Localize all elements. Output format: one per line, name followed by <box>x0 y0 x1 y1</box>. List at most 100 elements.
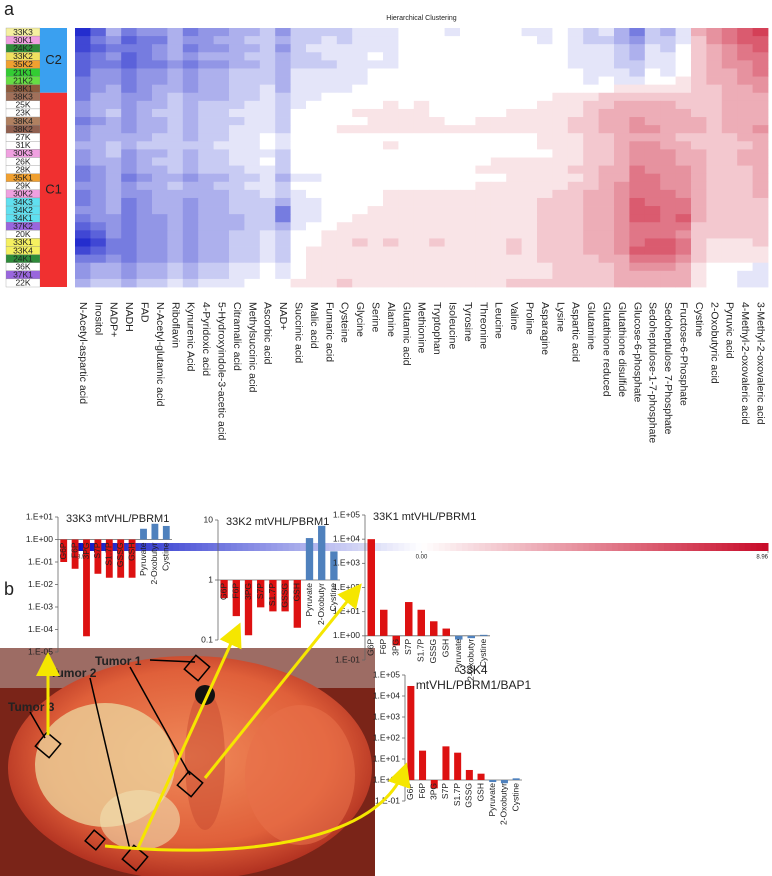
heatmap-cell <box>75 52 91 61</box>
heatmap-cell <box>275 214 291 223</box>
row-label: 38K1 <box>13 83 33 93</box>
heatmap-cell <box>721 270 738 280</box>
y-tick-label: 10 <box>204 514 214 524</box>
heatmap-cell <box>506 68 522 77</box>
heatmap-cell <box>275 68 291 77</box>
heatmap-cell <box>506 125 522 134</box>
heatmap-cell <box>244 222 261 231</box>
heatmap-cell <box>167 68 184 77</box>
heatmap-cell <box>614 214 630 223</box>
heatmap-cell <box>198 76 214 86</box>
heatmap-cell <box>306 52 322 61</box>
heatmap-cell <box>460 44 476 53</box>
bar <box>83 539 90 637</box>
x-tick-label: F6P <box>417 783 427 799</box>
heatmap-cell <box>182 165 199 175</box>
bar <box>151 523 159 540</box>
heatmap-cell <box>660 149 676 158</box>
heatmap-cell <box>367 197 384 207</box>
heatmap-cell <box>306 181 322 191</box>
heatmap-cell <box>413 149 430 158</box>
heatmap-cell <box>306 262 322 272</box>
x-tick-label: Pyruvate <box>304 583 314 617</box>
heatmap-cell <box>552 181 569 191</box>
heatmap-cell <box>182 117 199 126</box>
heatmap-cell <box>198 100 214 110</box>
heatmap-cell <box>567 270 584 280</box>
x-tick-label: Cystine <box>478 639 488 668</box>
heatmap-cell <box>90 117 107 126</box>
heatmap-cell <box>229 76 245 86</box>
heatmap-cell <box>90 52 107 61</box>
heatmap-cell <box>383 197 399 207</box>
heatmap-cell <box>90 36 107 45</box>
heatmap-cell <box>198 254 214 264</box>
heatmap-cell <box>352 92 368 102</box>
heatmap-cell <box>598 181 615 191</box>
heatmap-cell <box>121 157 137 166</box>
heatmap-cell <box>336 76 353 86</box>
cluster-label: C2 <box>45 52 62 67</box>
heatmap-cell <box>352 125 368 134</box>
colorbar-segment <box>577 543 584 551</box>
bar <box>140 528 147 540</box>
y-tick-label: 1.E+02 <box>373 732 400 742</box>
heatmap-cell <box>490 254 507 264</box>
heatmap-cell <box>321 36 338 45</box>
heatmap-cell <box>290 270 307 280</box>
heatmap-cell <box>490 270 507 280</box>
heatmap-cell <box>383 44 399 53</box>
heatmap-cell <box>290 157 307 166</box>
heatmap-cell <box>506 165 522 175</box>
y-tick-label: 1 <box>208 574 213 584</box>
heatmap-cell <box>675 173 692 183</box>
heatmap-cell <box>244 100 261 110</box>
heatmap-cell <box>121 68 137 77</box>
heatmap-cell <box>506 141 522 150</box>
heatmap-cell <box>737 157 753 166</box>
colorbar-segment <box>640 543 648 551</box>
heatmap-cell <box>229 28 245 37</box>
colorbar-segment <box>548 543 555 551</box>
heatmap-cell <box>614 189 630 199</box>
heatmap-cell <box>244 189 261 199</box>
heatmap-cell <box>583 214 599 223</box>
heatmap-cell <box>290 125 307 134</box>
heatmap-cell <box>737 117 753 126</box>
heatmap-cell <box>490 141 507 150</box>
heatmap-cell <box>321 92 338 102</box>
heatmap-cell <box>167 197 184 207</box>
heatmap-cell <box>136 28 153 37</box>
heatmap-cell <box>737 181 753 191</box>
colorbar-segment <box>456 543 463 551</box>
heatmap-cell <box>167 254 184 264</box>
heatmap-cell <box>105 44 122 53</box>
heatmap-cell <box>90 238 107 247</box>
heatmap-cell <box>105 125 122 134</box>
heatmap-cell <box>675 230 692 239</box>
heatmap-cell <box>567 36 584 45</box>
heatmap-cell <box>614 68 630 77</box>
heatmap-cell <box>259 262 276 272</box>
heatmap-cell <box>321 206 338 215</box>
heatmap-cell <box>552 52 569 61</box>
colorbar-segment <box>173 543 180 551</box>
heatmap-cell <box>521 141 538 150</box>
heatmap-cell <box>136 84 153 94</box>
heatmap-cell <box>552 278 569 288</box>
heatmap-cell <box>213 28 230 37</box>
heatmap-cell <box>629 36 646 45</box>
heatmap-cell <box>321 214 338 223</box>
heatmap-cell <box>614 238 630 247</box>
heatmap-cell <box>398 222 415 231</box>
heatmap-cell <box>691 100 707 110</box>
heatmap-cell <box>583 44 599 53</box>
heatmap-cell <box>598 52 615 61</box>
heatmap-cell <box>182 262 199 272</box>
column-label: Glutamine <box>585 302 597 350</box>
heatmap-cell <box>583 117 599 126</box>
heatmap-cell <box>644 157 661 166</box>
row-label: 33K4 <box>13 245 33 255</box>
heatmap-cell <box>644 68 661 77</box>
heatmap-cell <box>121 92 137 102</box>
